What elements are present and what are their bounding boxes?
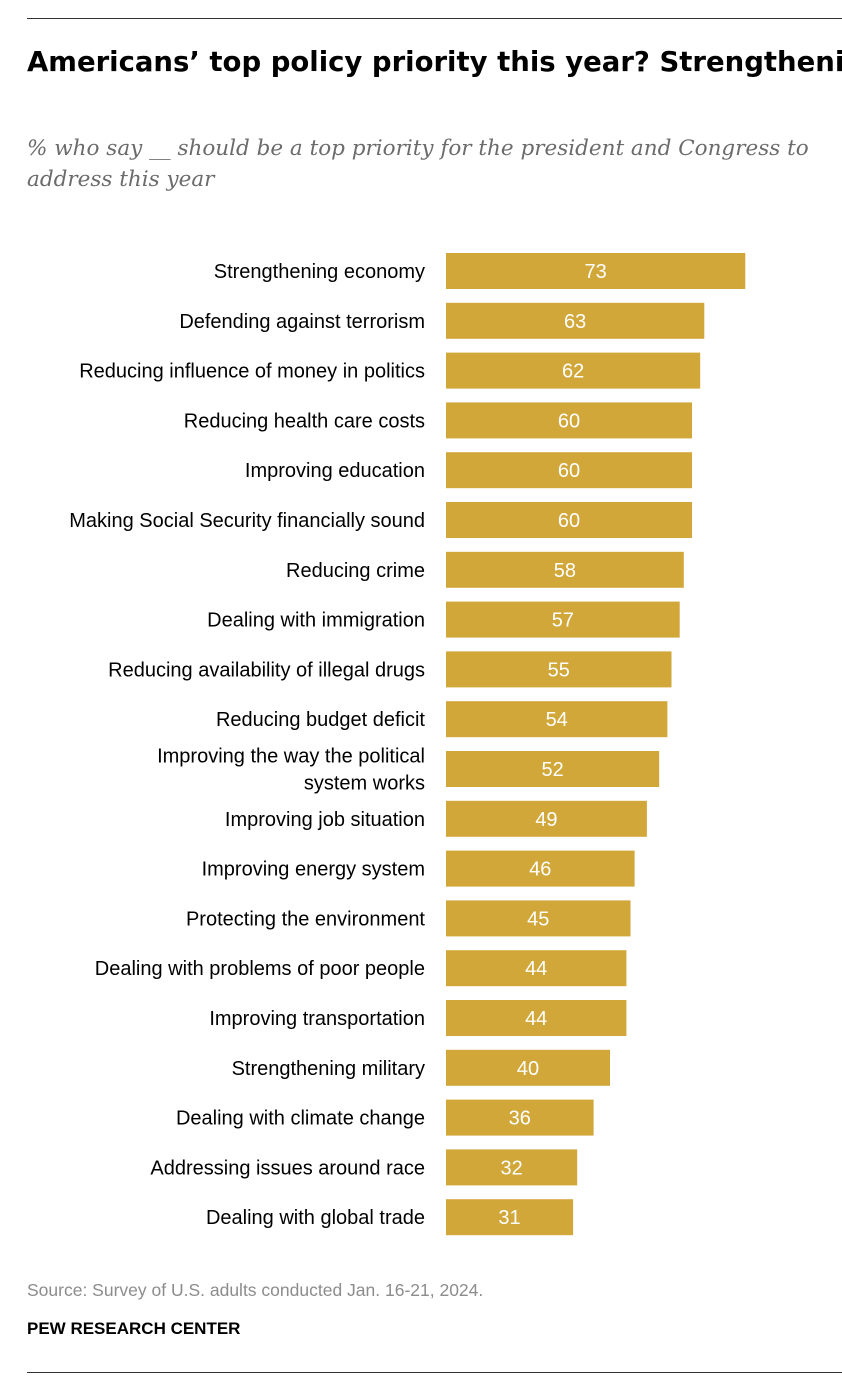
- bar: [446, 1199, 574, 1236]
- bar-value-label: 45: [527, 908, 549, 930]
- category-label: Improving energy system: [202, 859, 425, 881]
- bar: [446, 850, 635, 887]
- bar: [446, 800, 647, 837]
- bar: [446, 502, 692, 538]
- category-label: Making Social Security financially sound: [69, 510, 425, 532]
- category-label: Reducing budget deficit: [216, 709, 425, 731]
- bar: [446, 402, 692, 439]
- category-label: Addressing issues around race: [150, 1157, 425, 1179]
- category-label: Reducing availability of illegal drugs: [108, 659, 425, 681]
- bar-value-label: 55: [548, 659, 570, 681]
- category-label: Dealing with climate change: [176, 1108, 425, 1130]
- bar-value-label: 31: [498, 1207, 520, 1229]
- bar-chart: 73 Strengthening economy 63 Defending again…: [69, 253, 746, 1236]
- bar-value-label: 49: [535, 809, 557, 831]
- bar-value-label: 62: [562, 361, 584, 383]
- source-note: Source: Survey of U.S. adults conducted …: [27, 1280, 484, 1300]
- category-label: Improving transportation: [209, 1008, 425, 1030]
- bar-value-label: 73: [585, 261, 607, 283]
- bar: [446, 701, 668, 738]
- bar: [446, 900, 631, 937]
- bar: [446, 302, 705, 339]
- category-label: Reducing crime: [286, 560, 425, 582]
- bottom-rule: [27, 1372, 842, 1373]
- category-label: Dealing with problems of poor people: [95, 958, 425, 980]
- top-rule: [27, 18, 842, 19]
- chart-title: Americans’ top policy priority this year…: [27, 46, 842, 78]
- bar-value-label: 46: [529, 859, 551, 881]
- bar: [446, 352, 701, 389]
- category-label: Reducing health care costs: [184, 410, 425, 432]
- category-label: Strengthening economy: [214, 261, 425, 283]
- category-label: Defending against terrorism: [179, 311, 425, 333]
- category-label: Strengthening military: [232, 1058, 425, 1080]
- category-label: Improving the way the political system wo…: [157, 746, 425, 795]
- bar-value-label: 60: [558, 510, 580, 532]
- bar: [446, 950, 627, 987]
- bar-value-label: 32: [500, 1157, 522, 1179]
- bar-value-label: 36: [509, 1108, 531, 1130]
- bar: [446, 551, 684, 588]
- category-label: Improving education: [245, 460, 425, 482]
- bar: [446, 452, 692, 489]
- bar: [446, 1099, 594, 1136]
- bar-value-label: 63: [564, 311, 586, 333]
- bar: [446, 253, 746, 289]
- bar-value-label: 44: [525, 958, 547, 980]
- bar: [446, 1049, 610, 1086]
- bar-value-label: 54: [546, 709, 568, 731]
- bar-value-label: 58: [554, 560, 576, 582]
- category-label: Improving job situation: [225, 809, 425, 831]
- category-label: Protecting the environment: [186, 908, 425, 930]
- category-label: Dealing with global trade: [206, 1207, 425, 1229]
- bar: [446, 651, 672, 688]
- category-label: Reducing influence of money in politics: [79, 361, 425, 383]
- bar-value-label: 44: [525, 1008, 547, 1030]
- bar-value-label: 40: [517, 1058, 539, 1080]
- bar: [446, 1149, 578, 1186]
- bar-value-label: 57: [552, 610, 574, 632]
- bar: [446, 751, 660, 787]
- bar: [446, 1000, 627, 1036]
- bar-value-label: 60: [558, 410, 580, 432]
- category-label: Dealing with immigration: [207, 610, 425, 632]
- bar-value-label: 60: [558, 460, 580, 482]
- bar-value-label: 52: [541, 759, 563, 781]
- organization-name: PEW RESEARCH CENTER: [27, 1319, 241, 1338]
- chart-subtitle: % who say __ should be a top priority fo…: [27, 136, 809, 192]
- bar: [446, 601, 680, 638]
